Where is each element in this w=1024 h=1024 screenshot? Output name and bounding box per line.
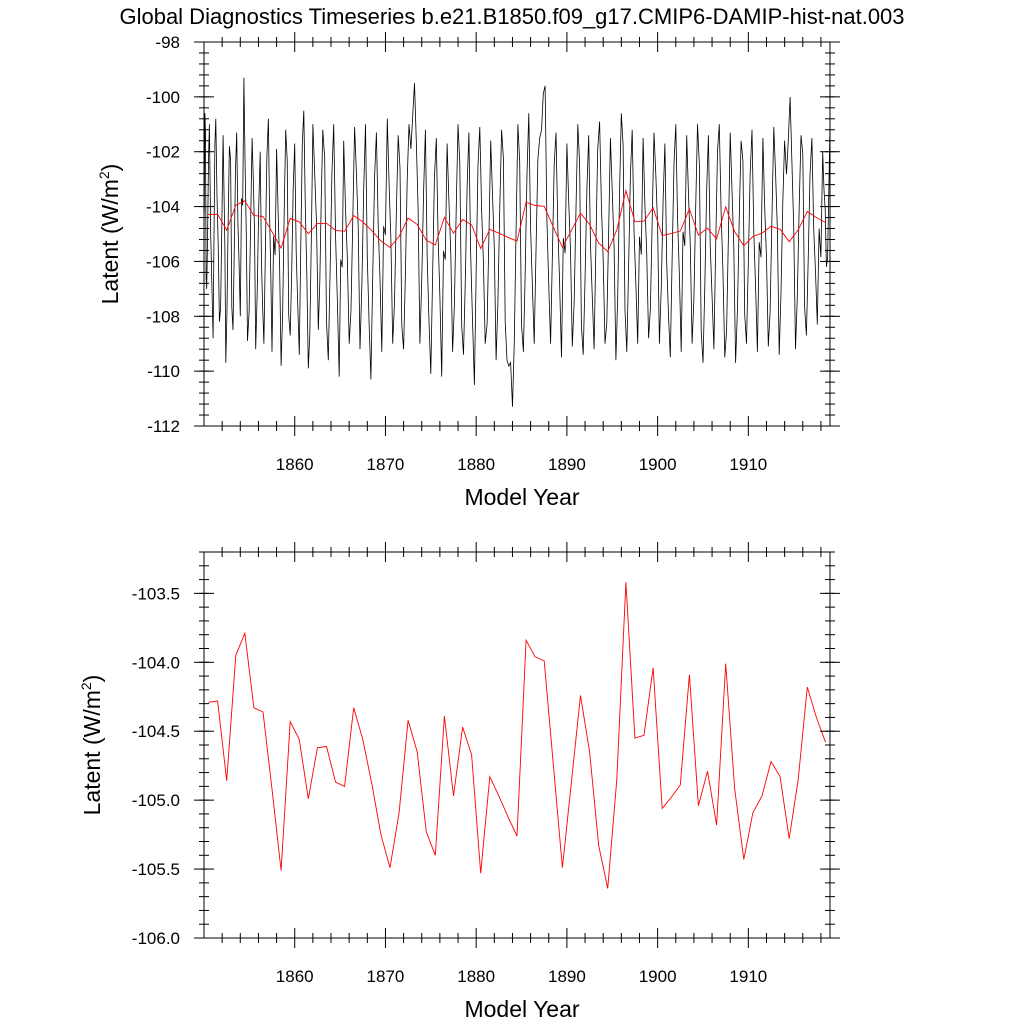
y-tick-label: -104.0 <box>132 653 180 672</box>
x-axis-label: Model Year <box>464 996 579 1022</box>
annual-mean-line <box>208 582 826 889</box>
bottom-panel: 1860 1870 1880 1890 1900 1910 -106.0 -105.5 -105… <box>78 542 840 1022</box>
y-tick-label: -112 <box>147 417 180 436</box>
y-tick-label: -100 <box>146 88 180 107</box>
x-tick-label: 1860 <box>276 455 314 474</box>
plot-frame <box>203 551 831 939</box>
annual-mean-line <box>208 188 826 253</box>
x-tick-label: 1880 <box>457 455 495 474</box>
figure-title: Global Diagnostics Timeseries b.e21.B185… <box>119 4 904 29</box>
x-tick-label: 1890 <box>548 967 586 986</box>
y-axis-label: Latent (W/m2) <box>96 164 123 305</box>
plot-frame <box>203 41 831 427</box>
y-tick-label: -108 <box>146 307 180 326</box>
y-tick-label: -106 <box>146 252 180 271</box>
x-axis-label: Model Year <box>464 484 579 510</box>
x-tick-label: 1900 <box>639 455 677 474</box>
x-tick-label: 1910 <box>729 967 767 986</box>
y-tick-label: -104.5 <box>132 722 180 741</box>
top-panel: 1860 1870 1880 1890 1900 1910 -112 -110 -108 -106… <box>96 32 840 510</box>
monthly-series-line <box>204 77 830 407</box>
y-axis-label: Latent (W/m2) <box>78 675 105 816</box>
y-tick-label: -110 <box>147 362 180 381</box>
y-tick-label: -106.0 <box>132 929 180 948</box>
y-tick-label: -105.0 <box>132 791 180 810</box>
x-tick-label: 1870 <box>367 455 405 474</box>
x-tick-label: 1890 <box>548 455 586 474</box>
x-tick-label: 1880 <box>457 967 495 986</box>
y-tick-label: -98 <box>155 33 180 52</box>
y-tick-label: -102 <box>146 143 180 162</box>
x-tick-label: 1900 <box>639 967 677 986</box>
x-tick-label: 1870 <box>367 967 405 986</box>
y-tick-label: -103.5 <box>132 584 180 603</box>
x-tick-label: 1910 <box>729 455 767 474</box>
y-tick-label: -105.5 <box>132 860 180 879</box>
y-tick-label: -104 <box>146 198 180 217</box>
x-tick-label: 1860 <box>276 967 314 986</box>
